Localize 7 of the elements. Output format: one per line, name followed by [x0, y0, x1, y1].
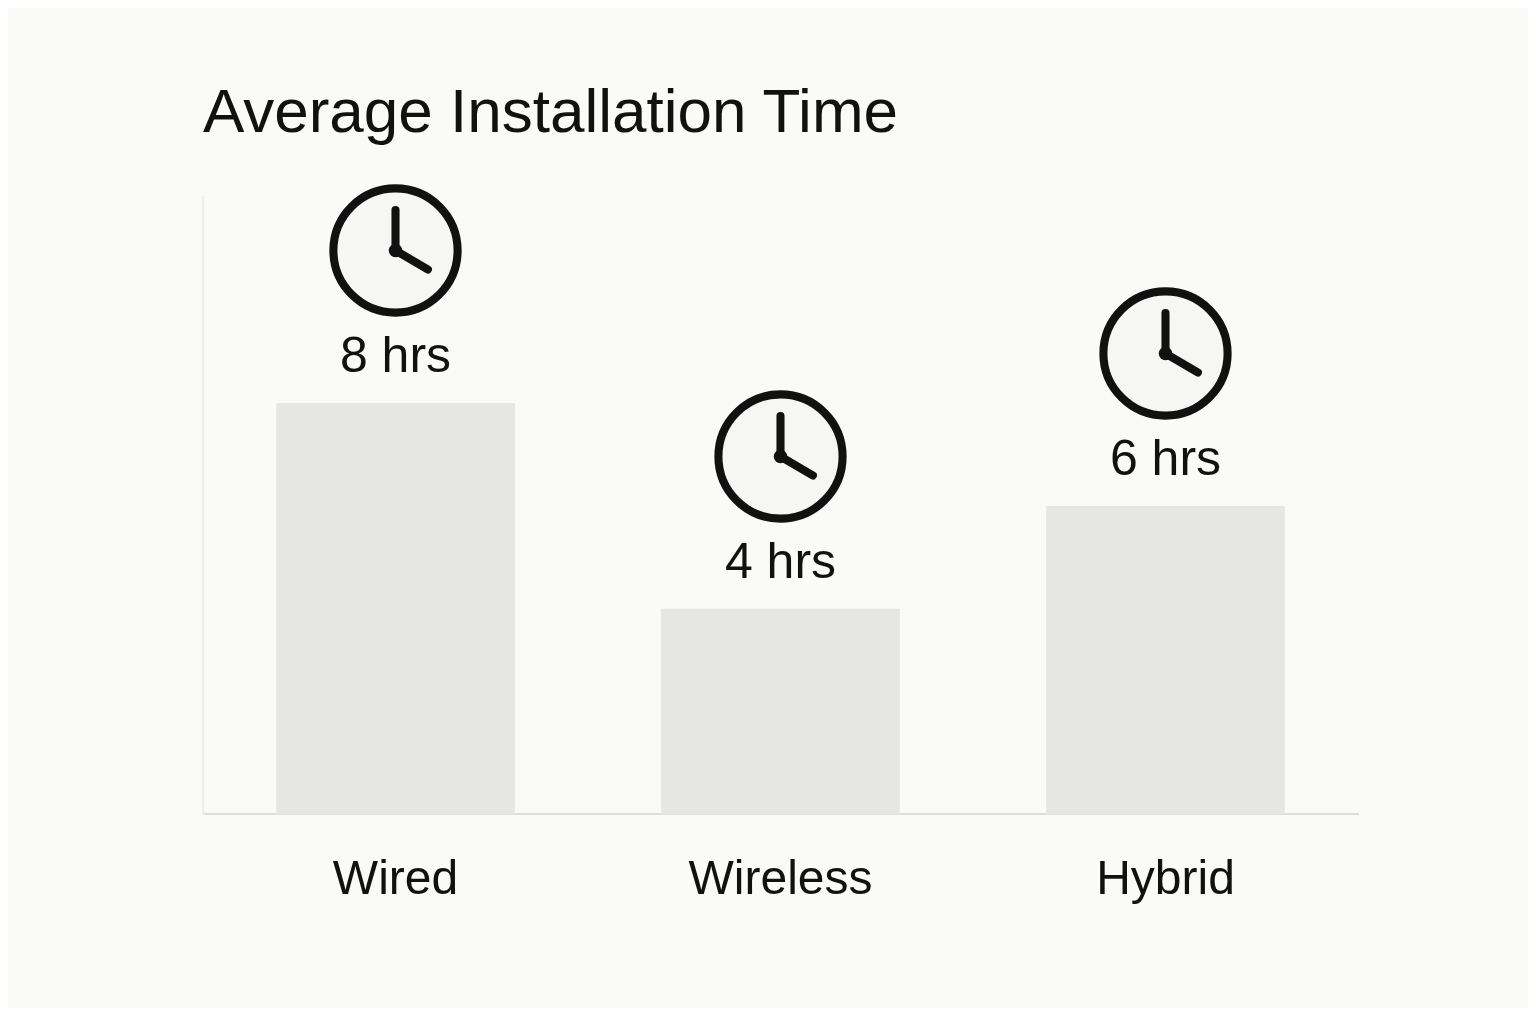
x-tick-label: Hybrid	[1096, 851, 1235, 905]
x-tick-label: Wireless	[688, 851, 873, 905]
data-label: 4 hrs	[724, 532, 837, 589]
x-tick-label: Wired	[332, 851, 459, 905]
data-label: 6 hrs	[1109, 429, 1222, 486]
data-label: 8 hrs	[339, 326, 452, 383]
chart-title: Average Installation Time	[203, 76, 899, 146]
